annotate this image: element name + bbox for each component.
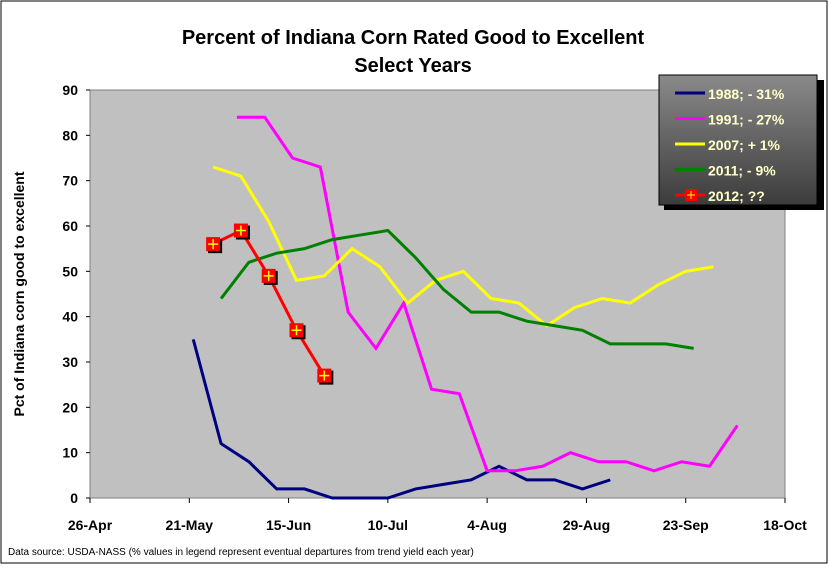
x-tick-label: 15-Jun [266,517,311,533]
legend: 1988; - 31% 1991; - 27% 2007; + 1% 2011; - … [658,74,824,210]
data-point-marker [233,223,250,240]
x-tick-label: 10-Jul [368,517,408,533]
legend-label: 1988; - 31% [708,86,785,102]
y-tick-label: 0 [70,490,78,506]
chart-title: Percent of Indiana Corn Rated Good to Ex… [182,27,645,49]
legend-item: 1988; - 31% [675,86,785,102]
legend-item: 1991; - 27% [675,112,785,128]
x-tick-label: 23-Sep [663,517,709,533]
x-tick-label: 21-May [166,517,214,533]
x-tick-label: 18-Oct [763,517,807,533]
y-axis-label: Pct of Indiana corn good to excellent [11,171,27,416]
y-tick-label: 80 [62,127,78,143]
chart-subtitle: Select Years [354,55,472,77]
series-line-3 [219,228,694,350]
x-tick-label: 4-Aug [467,517,507,533]
x-tick-label: 26-Apr [68,517,113,533]
legend-label: 2012; ?? [708,188,765,204]
legend-label: 2011; - 9% [708,163,776,179]
y-tick-label: 90 [62,82,78,98]
legend-item: 2011; - 9% [675,163,776,179]
y-tick-label: 20 [62,399,78,415]
data-point-marker [289,323,306,340]
data-point-marker [206,237,223,254]
legend-item: 2012; ?? [675,188,765,204]
legend-label: 1991; - 27% [708,112,785,128]
y-tick-label: 40 [62,309,78,325]
y-tick-label: 10 [62,445,78,461]
y-tick-label: 60 [62,218,78,234]
data-point-marker [317,368,334,385]
data-point-marker [261,268,278,285]
series-line-1 [236,115,739,473]
y-tick-label: 30 [62,354,78,370]
x-tick-label: 29-Aug [563,517,610,533]
y-tick-label: 70 [62,173,78,189]
y-tick-label: 50 [62,263,78,279]
source-note: Data source: USDA-NASS (% values in lege… [8,547,474,558]
legend-label: 2007; + 1% [708,137,781,153]
legend-item: 2007; + 1% [675,137,781,153]
series-line-2 [212,165,714,328]
series-line-0 [191,338,611,500]
